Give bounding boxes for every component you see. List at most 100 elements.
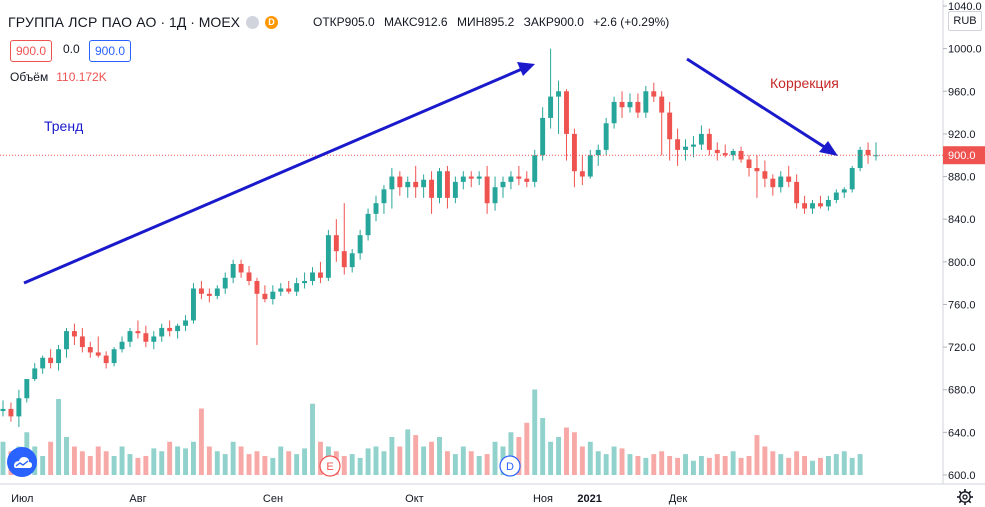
candle-body[interactable] bbox=[762, 171, 768, 179]
candle-body[interactable] bbox=[508, 176, 514, 182]
candle-body[interactable] bbox=[825, 199, 831, 207]
candle-body[interactable] bbox=[675, 139, 681, 150]
candle-body[interactable] bbox=[286, 288, 292, 292]
candle-body[interactable] bbox=[476, 176, 482, 179]
candle-body[interactable] bbox=[238, 263, 244, 273]
tradingview-logo-icon[interactable] bbox=[7, 447, 37, 477]
candle-body[interactable] bbox=[397, 176, 403, 188]
candle-body[interactable] bbox=[230, 263, 236, 278]
candle-body[interactable] bbox=[71, 331, 77, 337]
candle-body[interactable] bbox=[183, 320, 188, 326]
candle-body[interactable] bbox=[302, 281, 308, 284]
candle-body[interactable] bbox=[786, 176, 792, 182]
candle-body[interactable] bbox=[429, 179, 435, 198]
candle-body[interactable] bbox=[246, 272, 252, 282]
settings-gear-icon[interactable] bbox=[956, 488, 974, 506]
candle-body[interactable] bbox=[381, 189, 387, 204]
candle-body[interactable] bbox=[79, 336, 85, 348]
symbol-title[interactable]: ГРУППА ЛСР ПАО АО bbox=[8, 14, 157, 30]
candle-body[interactable] bbox=[365, 213, 371, 236]
candle-body[interactable] bbox=[484, 176, 490, 204]
correction-annotation[interactable]: Коррекция bbox=[770, 75, 839, 91]
candle-body[interactable] bbox=[341, 251, 347, 268]
candle-body[interactable] bbox=[571, 133, 577, 172]
candle-body[interactable] bbox=[373, 203, 379, 214]
candle-body[interactable] bbox=[16, 398, 22, 417]
candle-body[interactable] bbox=[437, 171, 442, 198]
candle-body[interactable] bbox=[222, 277, 228, 289]
candle-body[interactable] bbox=[56, 349, 62, 364]
candle-body[interactable] bbox=[532, 155, 538, 182]
candle-body[interactable] bbox=[810, 203, 815, 209]
event-marker-icon[interactable] bbox=[499, 455, 521, 477]
candle-body[interactable] bbox=[770, 178, 776, 188]
candle-body[interactable] bbox=[206, 293, 212, 296]
candle-body[interactable] bbox=[492, 187, 498, 204]
candle-body[interactable] bbox=[611, 101, 617, 124]
candle-body[interactable] bbox=[87, 347, 93, 353]
candle-body[interactable] bbox=[317, 272, 323, 278]
candle-body[interactable] bbox=[778, 176, 784, 188]
candle-body[interactable] bbox=[413, 181, 419, 188]
candle-body[interactable] bbox=[722, 153, 728, 156]
candle-body[interactable] bbox=[0, 408, 6, 412]
candle-body[interactable] bbox=[48, 357, 54, 364]
candle-body[interactable] bbox=[119, 341, 125, 350]
candle-body[interactable] bbox=[683, 146, 688, 150]
candle-body[interactable] bbox=[405, 181, 411, 188]
correction-arrow[interactable] bbox=[686, 57, 827, 150]
trend-annotation[interactable]: Тренд bbox=[44, 118, 84, 134]
candle-body[interactable] bbox=[294, 283, 300, 292]
candle-body[interactable] bbox=[698, 133, 704, 145]
candle-body[interactable] bbox=[643, 91, 649, 113]
candle-body[interactable] bbox=[849, 168, 855, 190]
candle-body[interactable] bbox=[40, 357, 46, 369]
candle-body[interactable] bbox=[452, 181, 458, 198]
candle-body[interactable] bbox=[32, 368, 38, 380]
candle-body[interactable] bbox=[460, 176, 466, 182]
candle-body[interactable] bbox=[159, 327, 165, 337]
currency-button[interactable]: RUB bbox=[948, 11, 982, 31]
candle-body[interactable] bbox=[706, 133, 712, 150]
candle-body[interactable] bbox=[262, 293, 268, 300]
candle-body[interactable] bbox=[746, 159, 752, 169]
candle-body[interactable] bbox=[619, 101, 625, 108]
candle-body[interactable] bbox=[524, 178, 530, 182]
candle-body[interactable] bbox=[127, 331, 133, 342]
candle-body[interactable] bbox=[802, 203, 808, 209]
candle-body[interactable] bbox=[151, 336, 157, 342]
candle-body[interactable] bbox=[8, 408, 14, 417]
candle-body[interactable] bbox=[198, 288, 204, 294]
candle-body[interactable] bbox=[548, 96, 554, 118]
candle-body[interactable] bbox=[714, 149, 720, 154]
candle-body[interactable] bbox=[468, 176, 474, 179]
candle-body[interactable] bbox=[659, 96, 665, 113]
candle-body[interactable] bbox=[95, 352, 101, 356]
candle-body[interactable] bbox=[357, 235, 363, 254]
candle-body[interactable] bbox=[64, 331, 69, 350]
candle-body[interactable] bbox=[24, 379, 30, 399]
candle-body[interactable] bbox=[667, 112, 673, 140]
candle-body[interactable] bbox=[516, 176, 522, 179]
candle-body[interactable] bbox=[540, 117, 546, 156]
candle-body[interactable] bbox=[270, 291, 276, 300]
candle-body[interactable] bbox=[254, 281, 260, 294]
candle-body[interactable] bbox=[278, 288, 284, 292]
candle-body[interactable] bbox=[214, 288, 220, 296]
candle-body[interactable] bbox=[595, 149, 601, 156]
candle-body[interactable] bbox=[333, 235, 339, 252]
candle-body[interactable] bbox=[191, 288, 196, 321]
trend-arrow[interactable] bbox=[23, 67, 523, 285]
candle-body[interactable] bbox=[500, 181, 506, 188]
buy-price-button[interactable]: 900.0 bbox=[89, 40, 132, 62]
sell-price-button[interactable]: 900.0 bbox=[10, 40, 53, 62]
candle-body[interactable] bbox=[691, 144, 696, 147]
candle-body[interactable] bbox=[651, 91, 657, 97]
candle-body[interactable] bbox=[635, 101, 641, 113]
candle-body[interactable] bbox=[103, 355, 109, 364]
candle-body[interactable] bbox=[579, 171, 585, 177]
candle-body[interactable] bbox=[754, 168, 760, 172]
candle-body[interactable] bbox=[603, 123, 609, 150]
candle-body[interactable] bbox=[325, 235, 331, 278]
